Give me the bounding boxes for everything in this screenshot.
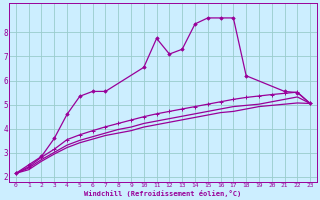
X-axis label: Windchill (Refroidissement éolien,°C): Windchill (Refroidissement éolien,°C) bbox=[84, 190, 242, 197]
